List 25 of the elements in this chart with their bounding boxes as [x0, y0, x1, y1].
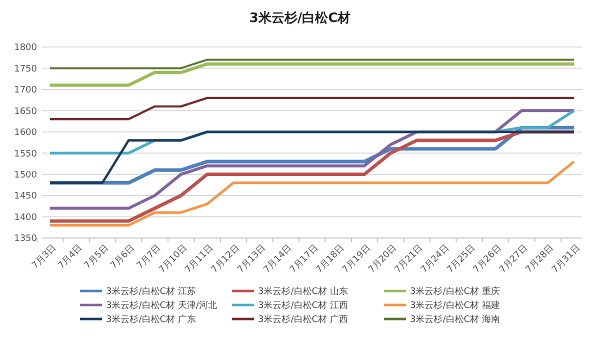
legend-label: 3米云杉/白松C材 广西 [258, 314, 348, 326]
y-tick-label: 1500 [14, 170, 38, 180]
chart-title: 3米云杉/白松C材 [249, 11, 351, 26]
legend-label: 3米云杉/白松C材 海南 [410, 314, 500, 326]
y-tick-label: 1650 [14, 106, 38, 117]
x-tick-label: 7月5日 [82, 243, 111, 272]
legend-label: 3米云杉/白松C材 天津/河北 [106, 300, 217, 312]
y-tick-label: 1750 [14, 64, 38, 74]
y-tick-label: 1450 [14, 192, 38, 202]
y-tick-label: 1550 [14, 149, 38, 160]
y-tick-label: 1700 [14, 86, 38, 96]
y-tick-label: 1350 [14, 234, 38, 244]
x-tick-label: 7月4日 [56, 243, 85, 272]
legend-label: 3米云杉/白松C材 江西 [258, 300, 348, 312]
y-tick-label: 1600 [14, 128, 38, 138]
legend-label: 3米云杉/白松C材 广东 [106, 314, 196, 326]
x-tick-label: 7月6日 [109, 243, 137, 272]
legend-label: 3米云杉/白松C材 江苏 [106, 286, 196, 298]
line-series [48, 160, 576, 227]
legend-label: 3米云杉/白松C材 重庆 [410, 286, 500, 298]
y-tick-label: 1400 [14, 212, 38, 223]
legend-label: 3米云杉/白松C材 山东 [258, 286, 348, 298]
legend-label: 3米云杉/白松C材 福建 [410, 300, 500, 312]
y-tick-label: 1800 [14, 43, 38, 54]
x-tick-label: 7月3日 [30, 243, 58, 272]
